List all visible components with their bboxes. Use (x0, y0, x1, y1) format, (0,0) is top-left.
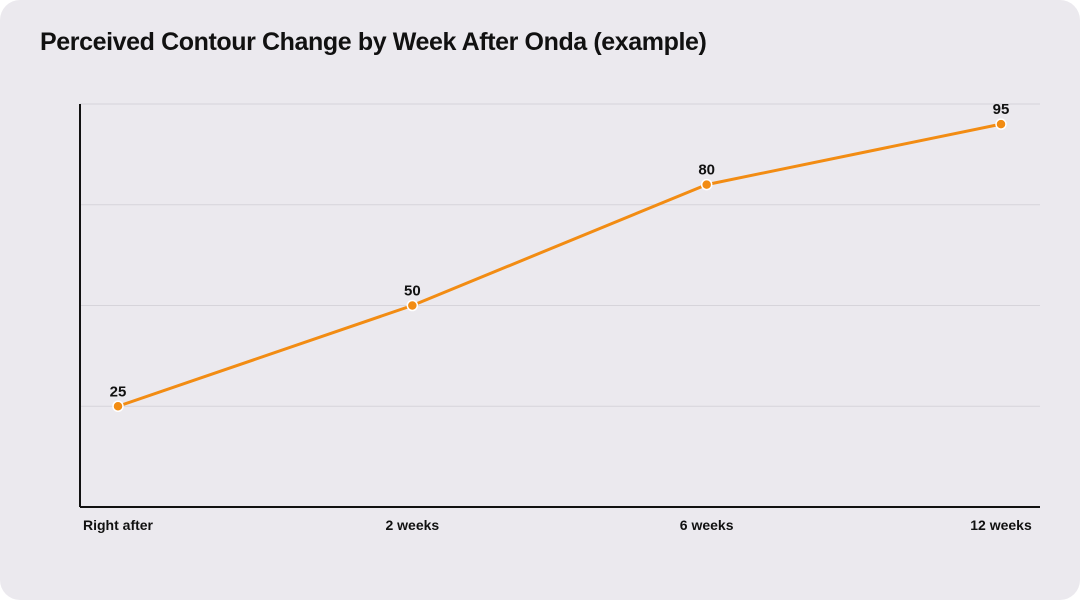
series-layer (112, 118, 1007, 412)
x-tick-label: Right after (83, 517, 154, 533)
data-label: 80 (698, 162, 715, 179)
axes (79, 104, 1040, 508)
data-point (995, 118, 1007, 130)
x-tick-label: 6 weeks (680, 517, 734, 533)
series-line (116, 122, 1003, 408)
data-point (406, 299, 419, 312)
data-label: 50 (404, 283, 421, 300)
data-point (700, 178, 713, 191)
data-point (112, 400, 124, 412)
chart-title: Perceived Contour Change by Week After O… (40, 28, 707, 56)
x-tick-label: 2 weeks (385, 517, 439, 533)
labels-layer: Right after 2 weeks 6 weeks 12 weeks 25 50 80 9… (83, 101, 1032, 533)
data-label: 95 (993, 101, 1010, 118)
x-tick-label: 12 weeks (970, 517, 1032, 533)
gridlines (80, 103, 1040, 407)
data-label: 25 (110, 383, 127, 400)
